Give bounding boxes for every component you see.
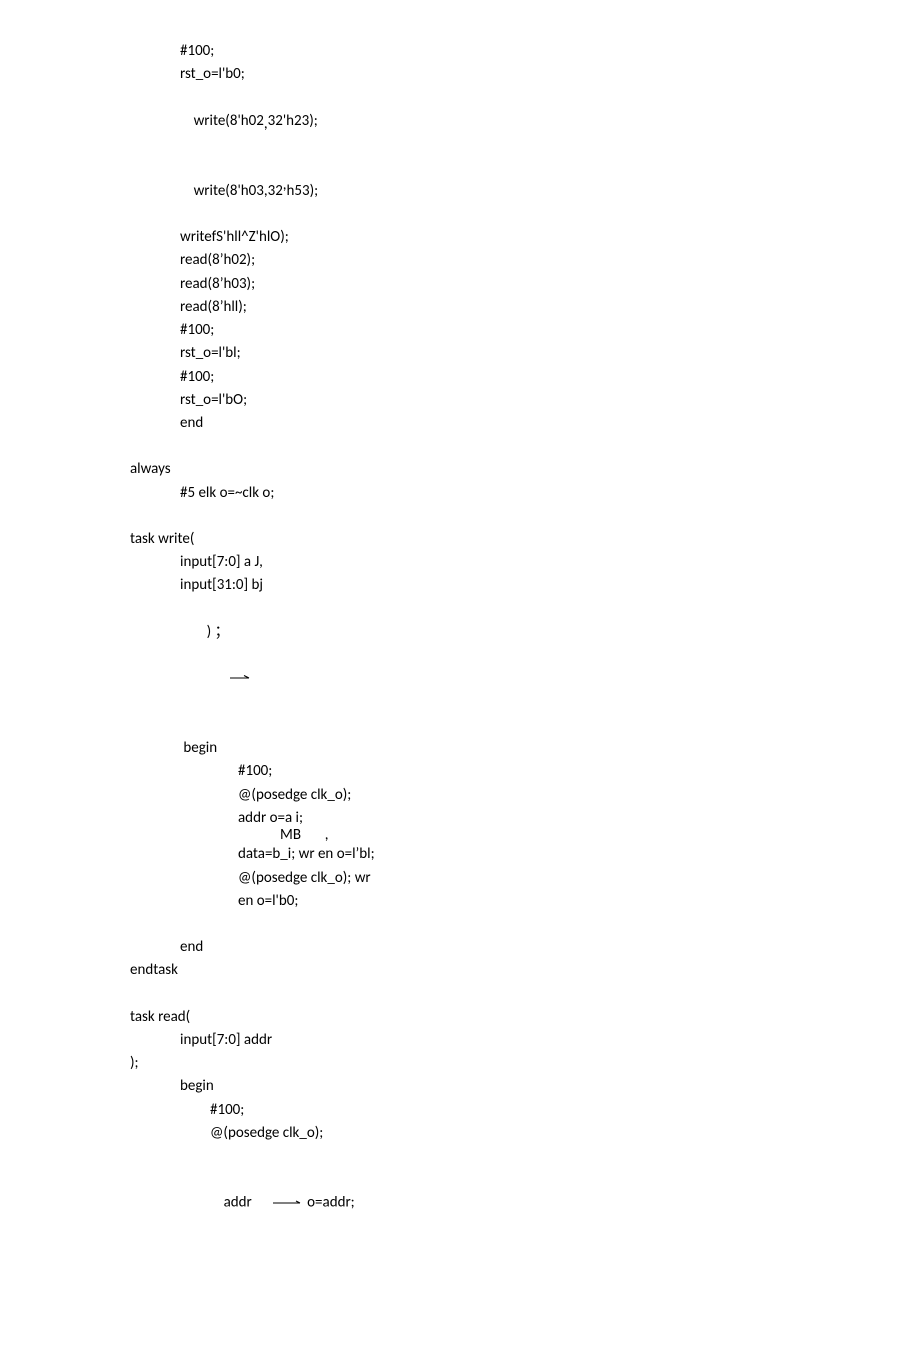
code-line: rst_o=l'bO;: [0, 389, 920, 412]
code-line: begin: [0, 1075, 920, 1098]
code-line: input[31:0] bj: [0, 574, 920, 597]
code-line: );: [0, 1052, 920, 1075]
code-line: #100;: [0, 1099, 920, 1122]
code-line: writefS'hll^Z'hlO);: [0, 226, 920, 249]
code-line: input[7:0] addr: [0, 1029, 920, 1052]
code-line: read(8’h02);: [0, 249, 920, 272]
code-line: endtask: [0, 959, 920, 982]
code-line: task read(: [0, 1006, 920, 1029]
code-page: #100; rst_o=l'b0; write(8'h02,32'h23); w…: [0, 40, 920, 1261]
code-line: read(8’h03);: [0, 273, 920, 296]
code-line: read(8’hll);: [0, 296, 920, 319]
blank-line: [0, 983, 920, 1006]
code-text: addr: [224, 1194, 252, 1212]
code-line: always: [0, 458, 920, 481]
code-text: write(8'h02: [194, 112, 264, 130]
code-line: #5 elk o=~clk o;: [0, 482, 920, 505]
code-line: task write(: [0, 528, 920, 551]
code-line: rst_o=l'b0;: [0, 63, 920, 86]
code-line: begin: [0, 737, 920, 760]
code-line: #100;: [0, 366, 920, 389]
code-text: h53);: [287, 182, 319, 200]
code-text: 32'h23);: [268, 112, 318, 130]
code-line: @(posedge clk_o);: [0, 1122, 920, 1145]
code-line: @(posedge clk_o); wr: [0, 867, 920, 890]
code-line: ) ；: [0, 598, 920, 738]
code-line: end: [0, 412, 920, 435]
comma-high: ,: [283, 174, 287, 197]
code-line: data=b_i; wr en o=l’bl;: [0, 843, 920, 866]
code-text: ；: [215, 623, 230, 641]
comma-low: ,: [264, 113, 268, 136]
code-line: en o=l'b0;: [0, 890, 920, 913]
code-line: addr o=addr;: [0, 1145, 920, 1261]
code-line: input[7:0] a J,: [0, 551, 920, 574]
blank-line: [0, 435, 920, 458]
arrow-icon: [209, 644, 255, 714]
long-arrow-icon: [252, 1168, 306, 1238]
code-line: #100;: [0, 319, 920, 342]
code-line: write(8'h02,32'h23);: [0, 87, 920, 157]
code-line: #100;: [0, 40, 920, 63]
code-text: write(8'h03,32: [194, 182, 283, 200]
blank-line: [0, 505, 920, 528]
code-text: ): [207, 623, 215, 641]
code-line: rst_o=l'bl;: [0, 342, 920, 365]
blank-line: [0, 913, 920, 936]
code-line: @(posedge clk_o);: [0, 784, 920, 807]
code-text: o=addr;: [307, 1194, 355, 1212]
code-line: end: [0, 936, 920, 959]
code-line: write(8'h03,32,h53);: [0, 156, 920, 226]
code-line: #100;: [0, 760, 920, 783]
